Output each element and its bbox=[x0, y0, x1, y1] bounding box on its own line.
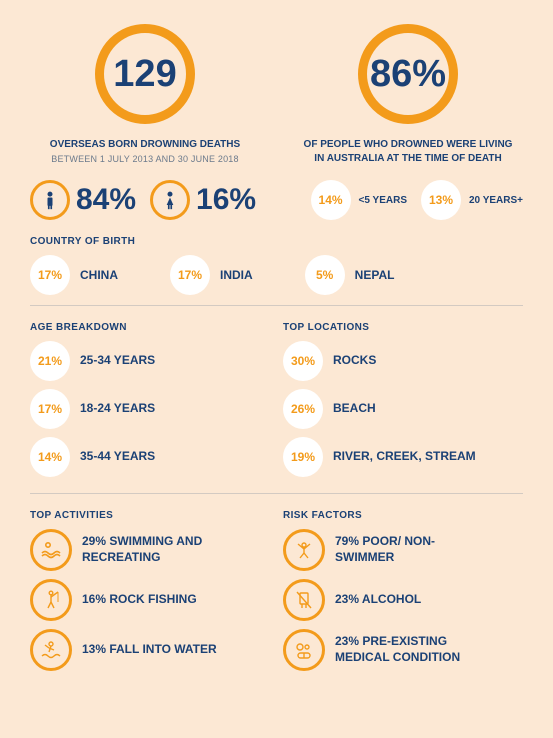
residency-gt20: 13% 20 YEARS+ bbox=[421, 180, 523, 220]
stat-title: OVERSEAS BORN DROWNING DEATHS bbox=[50, 138, 240, 152]
list-label: ROCKS bbox=[333, 353, 376, 369]
pct-badge: 21% bbox=[30, 341, 70, 381]
birth-label: INDIA bbox=[220, 268, 253, 282]
birth-row: 17% CHINA 17% INDIA 5% NEPAL bbox=[30, 255, 523, 295]
pct-badge: 14% bbox=[311, 180, 351, 220]
birth-item: 17% INDIA bbox=[170, 255, 253, 295]
pct-badge: 17% bbox=[30, 389, 70, 429]
section-title-locations: TOP LOCATIONS bbox=[283, 322, 523, 333]
top-stats-row: 129 OVERSEAS BORN DROWNING DEATHS BETWEE… bbox=[30, 24, 523, 166]
list-item: 23% ALCOHOL bbox=[283, 579, 523, 621]
birth-item: 5% NEPAL bbox=[305, 255, 395, 295]
list-item: 21% 25-34 YEARS bbox=[30, 341, 270, 381]
residency-lt5: 14% <5 YEARS bbox=[311, 180, 407, 220]
stat-value: 86% bbox=[370, 53, 446, 96]
pct-badge: 17% bbox=[170, 255, 210, 295]
list-item: 19% RIVER, CREEK, STREAM bbox=[283, 437, 523, 477]
male-stat: 84% bbox=[30, 180, 136, 220]
age-locations-row: AGE BREAKDOWN 21% 25-34 YEARS 17% 18-24 … bbox=[30, 314, 523, 485]
list-label: 79% POOR/ NON-SWIMMER bbox=[335, 534, 485, 565]
gender-residency-row: 84% 16% 14% <5 YEARS 13% 20 YEARS+ bbox=[30, 180, 523, 220]
female-pct: 16% bbox=[196, 183, 256, 217]
pct-badge: 13% bbox=[421, 180, 461, 220]
locations-col: TOP LOCATIONS 30% ROCKS 26% BEACH 19% RI… bbox=[283, 314, 523, 485]
alcohol-icon bbox=[283, 579, 325, 621]
fishing-icon bbox=[30, 579, 72, 621]
list-item: 17% 18-24 YEARS bbox=[30, 389, 270, 429]
list-label: 23% PRE-EXISTING MEDICAL CONDITION bbox=[335, 634, 485, 665]
section-title-age: AGE BREAKDOWN bbox=[30, 322, 270, 333]
list-label: 13% FALL INTO WATER bbox=[82, 642, 217, 658]
male-pct: 84% bbox=[76, 183, 136, 217]
pct-badge: 17% bbox=[30, 255, 70, 295]
list-item: 29% SWIMMING AND RECREATING bbox=[30, 529, 270, 571]
pct-badge: 19% bbox=[283, 437, 323, 477]
stat-circle-deaths: 129 bbox=[95, 24, 195, 124]
list-item: 30% ROCKS bbox=[283, 341, 523, 381]
list-label: 29% SWIMMING AND RECREATING bbox=[82, 534, 232, 565]
section-title-risks: RISK FACTORS bbox=[283, 510, 523, 521]
swimming-icon bbox=[30, 529, 72, 571]
list-item: 26% BEACH bbox=[283, 389, 523, 429]
fall-water-icon bbox=[30, 629, 72, 671]
list-item: 16% ROCK FISHING bbox=[30, 579, 270, 621]
list-label: 18-24 YEARS bbox=[80, 401, 155, 417]
birth-label: CHINA bbox=[80, 268, 118, 282]
list-item: 14% 35-44 YEARS bbox=[30, 437, 270, 477]
divider bbox=[30, 493, 523, 494]
list-item: 23% PRE-EXISTING MEDICAL CONDITION bbox=[283, 629, 523, 671]
stat-circle-residency: 86% bbox=[358, 24, 458, 124]
pct-badge: 14% bbox=[30, 437, 70, 477]
activities-risks-row: TOP ACTIVITIES 29% SWIMMING AND RECREATI… bbox=[30, 502, 523, 679]
medical-icon bbox=[283, 629, 325, 671]
stat-subtitle: BETWEEN 1 JULY 2013 AND 30 JUNE 2018 bbox=[51, 154, 238, 164]
list-label: RIVER, CREEK, STREAM bbox=[333, 449, 476, 465]
yrs-label: 20 YEARS+ bbox=[469, 195, 523, 206]
non-swimmer-icon bbox=[283, 529, 325, 571]
stat-value: 129 bbox=[113, 53, 176, 96]
male-icon bbox=[30, 180, 70, 220]
list-label: BEACH bbox=[333, 401, 376, 417]
yrs-label: <5 YEARS bbox=[359, 195, 407, 206]
list-item: 79% POOR/ NON-SWIMMER bbox=[283, 529, 523, 571]
age-col: AGE BREAKDOWN 21% 25-34 YEARS 17% 18-24 … bbox=[30, 314, 270, 485]
list-label: 35-44 YEARS bbox=[80, 449, 155, 465]
list-label: 23% ALCOHOL bbox=[335, 592, 421, 608]
risks-col: RISK FACTORS 79% POOR/ NON-SWIMMER 23% A… bbox=[283, 502, 523, 679]
list-label: 25-34 YEARS bbox=[80, 353, 155, 369]
list-label: 16% ROCK FISHING bbox=[82, 592, 197, 608]
birth-label: NEPAL bbox=[355, 268, 395, 282]
divider bbox=[30, 305, 523, 306]
birth-item: 17% CHINA bbox=[30, 255, 118, 295]
stat-title: OF PEOPLE WHO DROWNED WERE LIVING IN AUS… bbox=[298, 138, 518, 166]
section-title-activities: TOP ACTIVITIES bbox=[30, 510, 270, 521]
section-title-birth: COUNTRY OF BIRTH bbox=[30, 236, 523, 247]
pct-badge: 5% bbox=[305, 255, 345, 295]
top-right: 86% OF PEOPLE WHO DROWNED WERE LIVING IN… bbox=[293, 24, 523, 166]
activities-col: TOP ACTIVITIES 29% SWIMMING AND RECREATI… bbox=[30, 502, 270, 679]
female-stat: 16% bbox=[150, 180, 256, 220]
female-icon bbox=[150, 180, 190, 220]
pct-badge: 30% bbox=[283, 341, 323, 381]
top-left: 129 OVERSEAS BORN DROWNING DEATHS BETWEE… bbox=[30, 24, 260, 166]
pct-badge: 26% bbox=[283, 389, 323, 429]
list-item: 13% FALL INTO WATER bbox=[30, 629, 270, 671]
